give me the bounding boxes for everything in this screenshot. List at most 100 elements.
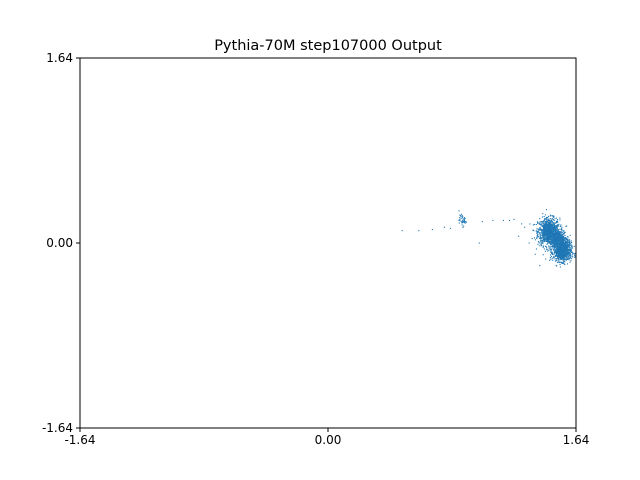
data-point bbox=[548, 226, 550, 228]
data-point bbox=[564, 254, 566, 256]
data-point bbox=[549, 235, 551, 237]
data-point bbox=[543, 220, 545, 222]
data-point bbox=[573, 253, 575, 255]
data-point bbox=[555, 246, 557, 248]
data-point bbox=[541, 229, 543, 231]
data-point bbox=[547, 239, 549, 241]
data-point bbox=[562, 257, 564, 259]
data-point bbox=[555, 251, 557, 253]
data-point bbox=[549, 230, 551, 232]
data-point bbox=[552, 247, 554, 249]
data-point bbox=[559, 243, 562, 245]
data-point bbox=[566, 243, 568, 245]
data-point bbox=[555, 248, 557, 250]
data-point bbox=[546, 234, 548, 236]
data-point bbox=[550, 255, 552, 257]
data-point bbox=[518, 235, 520, 237]
data-point bbox=[561, 255, 563, 257]
data-point bbox=[555, 221, 558, 223]
data-point bbox=[548, 221, 550, 224]
data-point bbox=[550, 242, 552, 244]
data-point bbox=[557, 243, 559, 245]
data-point bbox=[549, 238, 551, 240]
data-point bbox=[548, 239, 550, 241]
data-point bbox=[549, 217, 551, 220]
data-point bbox=[552, 221, 554, 223]
data-point bbox=[464, 221, 466, 223]
data-point bbox=[548, 236, 550, 238]
data-point bbox=[557, 224, 559, 226]
data-point bbox=[550, 251, 552, 253]
data-point bbox=[557, 239, 559, 241]
data-point bbox=[547, 221, 549, 223]
data-point bbox=[545, 216, 547, 218]
data-point bbox=[559, 231, 561, 233]
data-point bbox=[569, 249, 571, 251]
data-point bbox=[548, 222, 550, 225]
data-point bbox=[570, 245, 572, 247]
data-point bbox=[558, 231, 560, 233]
data-point bbox=[559, 256, 561, 258]
data-point bbox=[564, 243, 566, 245]
data-point bbox=[570, 248, 572, 250]
data-point bbox=[513, 218, 515, 220]
data-point bbox=[555, 249, 557, 251]
data-point bbox=[540, 234, 542, 236]
data-point bbox=[553, 239, 555, 242]
data-point bbox=[552, 243, 555, 245]
data-point bbox=[560, 237, 562, 239]
data-point bbox=[561, 234, 563, 236]
data-point bbox=[460, 220, 462, 222]
data-point bbox=[551, 245, 553, 247]
data-point bbox=[550, 241, 553, 243]
data-point bbox=[561, 262, 563, 264]
data-point bbox=[547, 234, 549, 236]
data-point bbox=[555, 245, 557, 247]
data-point bbox=[540, 229, 542, 231]
data-point bbox=[551, 230, 553, 232]
data-point bbox=[571, 251, 573, 254]
data-point bbox=[544, 226, 546, 228]
data-point bbox=[557, 232, 559, 234]
data-point bbox=[569, 241, 571, 243]
data-point bbox=[554, 246, 556, 248]
data-point bbox=[547, 220, 549, 222]
data-point bbox=[543, 228, 545, 230]
data-point bbox=[545, 227, 547, 229]
data-point bbox=[556, 225, 558, 228]
data-point bbox=[553, 232, 555, 234]
data-point bbox=[552, 243, 554, 245]
data-point bbox=[558, 238, 560, 240]
data-point bbox=[563, 230, 565, 232]
data-point bbox=[566, 241, 568, 243]
data-point bbox=[547, 230, 549, 232]
data-point bbox=[556, 243, 558, 245]
data-point bbox=[561, 248, 563, 250]
data-point bbox=[461, 224, 463, 226]
data-point bbox=[556, 255, 558, 257]
data-point bbox=[545, 231, 547, 233]
data-point bbox=[463, 217, 466, 219]
data-point bbox=[563, 245, 565, 247]
data-point bbox=[536, 235, 538, 237]
data-point bbox=[543, 234, 545, 236]
data-point bbox=[557, 249, 559, 251]
data-point bbox=[563, 252, 565, 254]
data-point bbox=[566, 256, 568, 258]
data-point bbox=[555, 239, 557, 241]
data-point bbox=[542, 237, 544, 239]
data-point bbox=[569, 248, 571, 250]
data-point bbox=[463, 218, 465, 220]
data-point bbox=[564, 258, 566, 260]
data-point bbox=[551, 218, 553, 220]
data-point bbox=[542, 224, 544, 226]
data-point bbox=[536, 228, 538, 230]
data-point bbox=[554, 226, 556, 228]
data-point bbox=[559, 234, 561, 236]
data-point bbox=[559, 237, 561, 240]
data-point bbox=[546, 226, 548, 228]
data-point bbox=[547, 224, 549, 226]
data-point bbox=[547, 241, 549, 243]
data-point bbox=[558, 239, 560, 241]
data-point bbox=[463, 220, 465, 222]
